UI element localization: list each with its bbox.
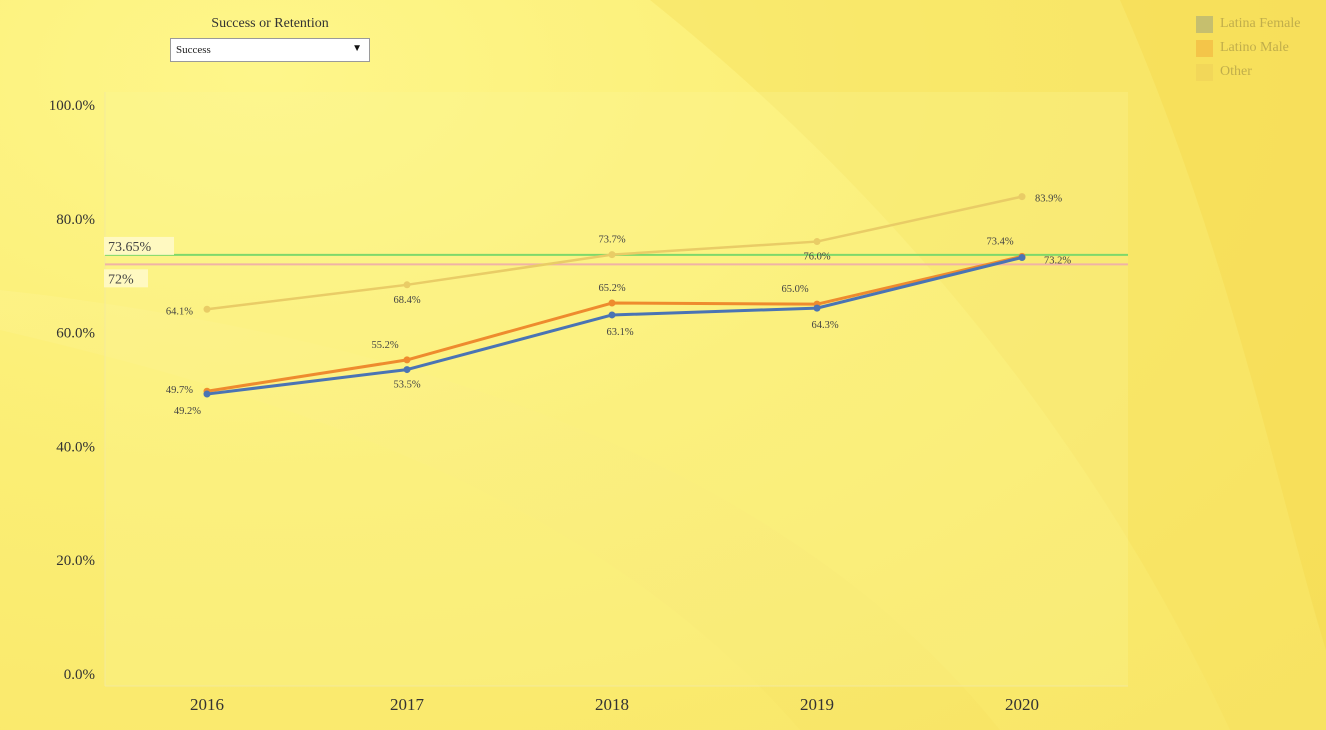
data-label-latina-female: 73.2%	[1044, 255, 1071, 266]
data-label-other: 76.0%	[803, 252, 830, 263]
x-tick-label: 2016	[190, 695, 224, 714]
data-label-latino-male: 49.7%	[166, 385, 193, 396]
y-tick-label: 20.0%	[56, 553, 95, 569]
series-lines	[203, 193, 1026, 398]
data-label-other: 83.9%	[1035, 194, 1062, 205]
y-tick-label: 100.0%	[49, 98, 95, 114]
data-labels: 49.2% 53.5% 63.1% 64.3% 73.2% 49.7% 55.2% 65.2%…	[166, 194, 1072, 417]
filter-selected-value: Success	[176, 44, 211, 56]
reference-label: 73.65%	[108, 240, 152, 255]
data-point-other	[813, 238, 821, 246]
x-tick-label: 2020	[1005, 695, 1039, 714]
plot-background	[105, 92, 1128, 686]
reference-label: 72%	[108, 272, 134, 287]
data-label-other: 73.7%	[598, 235, 625, 246]
data-label-latino-male: 73.4%	[986, 236, 1013, 247]
data-label-latina-female: 64.3%	[811, 320, 838, 331]
data-point-other	[203, 305, 211, 313]
data-point-latino-male	[403, 356, 411, 364]
data-label-latino-male: 65.2%	[598, 283, 625, 294]
reference-label-box	[104, 236, 174, 255]
data-point-latina-female	[403, 366, 411, 374]
x-tick-label: 2019	[800, 695, 834, 714]
plot-area: 0.0% 20.0% 40.0% 60.0% 80.0% 100.0% 2016 2017 20…	[49, 92, 1128, 714]
y-tick-label: 40.0%	[56, 439, 95, 455]
data-point-other	[403, 281, 411, 289]
data-label-other: 68.4%	[393, 295, 420, 306]
filter-title: Success or Retention	[211, 16, 329, 31]
data-point-latino-male	[608, 299, 616, 307]
data-point-latina-female	[1018, 253, 1026, 261]
data-point-latina-female	[813, 304, 821, 312]
data-label-latina-female: 53.5%	[393, 380, 420, 391]
x-tick-label: 2018	[595, 695, 629, 714]
data-point-latina-female	[203, 390, 211, 398]
y-tick-label: 80.0%	[56, 212, 95, 228]
reference-label-box	[104, 269, 148, 288]
y-tick-label: 0.0%	[64, 667, 95, 683]
data-point-other	[608, 251, 616, 259]
data-label-other: 64.1%	[166, 306, 193, 317]
data-point-latina-female	[608, 311, 616, 319]
data-label-latina-female: 49.2%	[174, 406, 201, 417]
x-tick-label: 2017	[390, 695, 425, 714]
data-point-other	[1018, 193, 1026, 201]
data-label-latino-male: 55.2%	[371, 340, 398, 351]
data-label-latino-male: 65.0%	[781, 284, 808, 295]
data-label-latina-female: 63.1%	[606, 327, 633, 338]
filter-dropdown[interactable]: Success ▼	[170, 38, 370, 62]
y-tick-label: 60.0%	[56, 326, 95, 342]
dropdown-arrow-icon[interactable]: ▼	[352, 43, 362, 54]
